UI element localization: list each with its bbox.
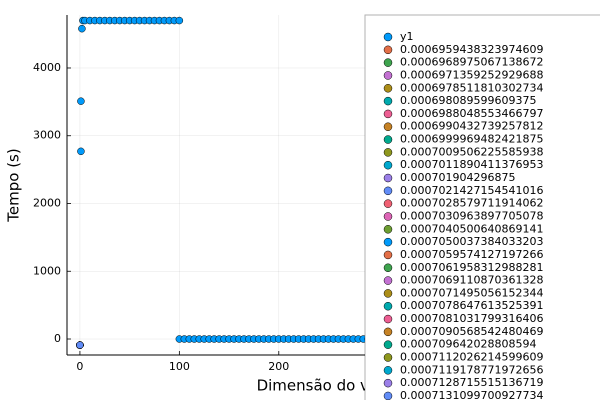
legend-marker bbox=[383, 84, 393, 93]
x-tick-label: 100 bbox=[169, 360, 190, 373]
legend-label: 0.0007011890411376953 bbox=[400, 158, 543, 171]
legend-label: 0.0006968975067138672 bbox=[400, 56, 543, 69]
y-tick-label: 3000 bbox=[33, 129, 61, 142]
legend-marker bbox=[383, 71, 393, 80]
legend-label: 0.0006971359252929688 bbox=[400, 68, 543, 81]
legend-marker bbox=[383, 378, 393, 388]
legend-label: 0.0006988048553466797 bbox=[400, 107, 543, 120]
legend-label: 0.0006999969482421875 bbox=[400, 133, 543, 146]
legend-marker bbox=[383, 173, 393, 183]
legend-marker bbox=[383, 45, 393, 55]
legend-label: 0.0006959438323974609 bbox=[400, 43, 543, 56]
legend-label: 0.000709642028808594 bbox=[400, 338, 536, 351]
legend-marker bbox=[383, 96, 393, 106]
legend-label: 0.0007009506225585938 bbox=[400, 145, 543, 158]
legend-label: 0.0007050037384033203 bbox=[400, 235, 543, 248]
legend-marker bbox=[383, 314, 393, 324]
legend: y10.00069594383239746090.000696897506713… bbox=[364, 14, 600, 400]
legend-label: 0.0006990432739257812 bbox=[400, 120, 543, 133]
legend-marker bbox=[383, 353, 393, 362]
x-tick-label: 0 bbox=[76, 360, 83, 373]
y-axis-label: Tempo (s) bbox=[5, 148, 23, 222]
legend-label: 0.0007090568542480469 bbox=[400, 325, 543, 338]
legend-marker bbox=[383, 148, 393, 157]
legend-label: y1 bbox=[400, 30, 414, 43]
legend-marker bbox=[383, 135, 393, 144]
point bbox=[175, 16, 184, 25]
x-tick-label: 200 bbox=[268, 360, 289, 373]
legend-label: 0.0007040500640869141 bbox=[400, 222, 543, 235]
point bbox=[76, 341, 84, 349]
legend-label: 0.000698089599609375 bbox=[400, 94, 536, 107]
y-tick-label: 0 bbox=[54, 332, 61, 345]
y-tick-label: 1000 bbox=[33, 264, 61, 277]
legend-marker bbox=[383, 250, 393, 260]
legend-label: 0.0007119178771972656 bbox=[400, 363, 543, 376]
legend-label: 0.0007078647613525391 bbox=[400, 299, 543, 312]
y-tick-label: 2000 bbox=[33, 196, 61, 209]
legend-marker bbox=[383, 366, 393, 375]
legend-marker bbox=[383, 340, 393, 349]
legend-marker bbox=[383, 289, 393, 298]
legend-marker bbox=[383, 58, 393, 67]
legend-label: 0.0007059574127197266 bbox=[400, 248, 543, 261]
legend-label: 0.000701904296875 bbox=[400, 171, 515, 184]
legend-label: 0.0007069110870361328 bbox=[400, 274, 543, 287]
legend-label: 0.0007028579711914062 bbox=[400, 197, 543, 210]
legend-marker bbox=[383, 212, 393, 221]
point bbox=[77, 147, 85, 156]
legend-marker bbox=[383, 199, 393, 208]
legend-box bbox=[364, 14, 600, 400]
legend-marker bbox=[383, 32, 393, 42]
legend-marker bbox=[383, 276, 393, 285]
legend-marker bbox=[383, 122, 393, 131]
legend-label: 0.0007131099700927734 bbox=[400, 389, 543, 400]
legend-label: 0.0006978511810302734 bbox=[400, 81, 543, 94]
x-axis-label: Dimensão do vetor bbox=[257, 377, 401, 395]
legend-marker bbox=[383, 109, 393, 119]
legend-marker bbox=[383, 237, 393, 247]
legend-marker bbox=[383, 160, 393, 170]
legend-marker bbox=[383, 327, 393, 337]
legend-marker bbox=[383, 225, 393, 234]
point bbox=[77, 97, 85, 105]
y-tick-label: 4000 bbox=[33, 61, 61, 74]
legend-label: 0.0007081031799316406 bbox=[400, 312, 543, 325]
legend-label: 0.0007128715515136719 bbox=[400, 376, 543, 389]
legend-label: 0.0007112026214599609 bbox=[400, 351, 543, 364]
legend-label: 0.0007021427154541016 bbox=[400, 184, 543, 197]
legend-marker bbox=[383, 301, 393, 311]
legend-marker bbox=[383, 263, 393, 273]
point bbox=[78, 24, 86, 33]
legend-label: 0.0007071495056152344 bbox=[400, 286, 543, 299]
legend-marker bbox=[383, 186, 393, 196]
legend-label: 0.0007061958312988281 bbox=[400, 261, 543, 274]
legend-label: 0.0007030963897705078 bbox=[400, 209, 543, 222]
legend-marker bbox=[383, 391, 393, 400]
